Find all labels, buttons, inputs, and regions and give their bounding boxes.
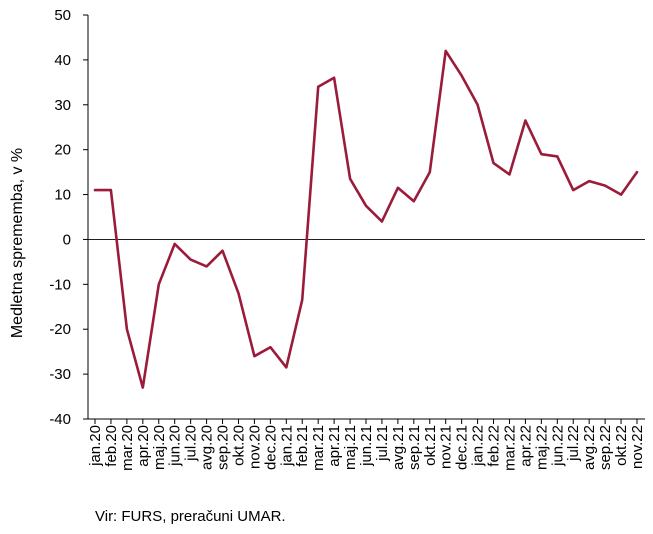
- y-tick-label: -30: [49, 366, 71, 383]
- x-tick-label: apr.22: [517, 425, 534, 467]
- x-tick-label: avg.20: [199, 425, 216, 470]
- x-tick-label: nov.22: [629, 425, 646, 469]
- x-tick-label: jan.22: [470, 425, 487, 467]
- x-tick-label: avg.21: [390, 425, 407, 470]
- series-line: [93, 49, 639, 389]
- plot-area: [88, 49, 645, 389]
- x-tick-label: sep.21: [406, 425, 423, 470]
- x-tick-label: jul.21: [374, 425, 391, 462]
- y-tick-label: 0: [63, 231, 71, 248]
- source-note: Vir: FURS, preračuni UMAR.: [95, 508, 286, 525]
- x-tick-label: feb.22: [486, 425, 503, 467]
- x-tick-label: maj.20: [151, 425, 168, 470]
- x-tick-label: maj.21: [342, 425, 359, 470]
- x-tick-label: jan.21: [278, 425, 295, 467]
- x-tick-label: maj.22: [533, 425, 550, 470]
- y-axis-title: Medletna sprememba, v %: [9, 148, 26, 338]
- x-tick-label: nov.21: [438, 425, 455, 469]
- x-tick-label: sep.22: [597, 425, 614, 470]
- x-tick-label: apr.20: [135, 425, 152, 467]
- x-tick-label: mar.22: [501, 425, 518, 471]
- x-tick-label: feb.21: [294, 425, 311, 467]
- x-tick-label: jun.21: [358, 425, 375, 467]
- x-tick-label: okt.20: [230, 425, 247, 466]
- x-tick-label: jan.20: [87, 425, 104, 467]
- x-tick-label: mar.20: [119, 425, 136, 471]
- x-tick-label: sep.20: [215, 425, 232, 470]
- y-tick-label: -10: [49, 276, 71, 293]
- x-tick-label: jun.20: [167, 425, 184, 467]
- y-tick-label: 30: [54, 97, 71, 114]
- x-tick-label: jul.22: [565, 425, 582, 462]
- y-tick-label: -40: [49, 411, 71, 428]
- y-tick-label: 40: [54, 52, 71, 69]
- x-tick-label: okt.22: [613, 425, 630, 466]
- x-tick-label: mar.21: [310, 425, 327, 471]
- y-tick-label: 50: [54, 7, 71, 24]
- x-tick-label: jun.22: [549, 425, 566, 467]
- y-tick-label: -20: [49, 321, 71, 338]
- x-tick-label: avg.22: [581, 425, 598, 470]
- y-tick-label: 20: [54, 142, 71, 159]
- x-tick-label: apr.21: [326, 425, 343, 467]
- x-tick-label: nov.20: [246, 425, 263, 469]
- y-axis: -40 -30 -20 -10 0 10 20 30 40 50: [49, 7, 89, 428]
- x-axis: jan.20feb.20mar.20apr.20maj.20jun.20jul.…: [87, 418, 646, 471]
- y-tick-label: 10: [54, 187, 71, 204]
- x-tick-label: feb.20: [103, 425, 120, 467]
- x-tick-label: dec.21: [454, 425, 471, 470]
- x-tick-label: jul.20: [183, 425, 200, 462]
- x-tick-label: dec.20: [262, 425, 279, 470]
- x-tick-label: okt.21: [422, 425, 439, 466]
